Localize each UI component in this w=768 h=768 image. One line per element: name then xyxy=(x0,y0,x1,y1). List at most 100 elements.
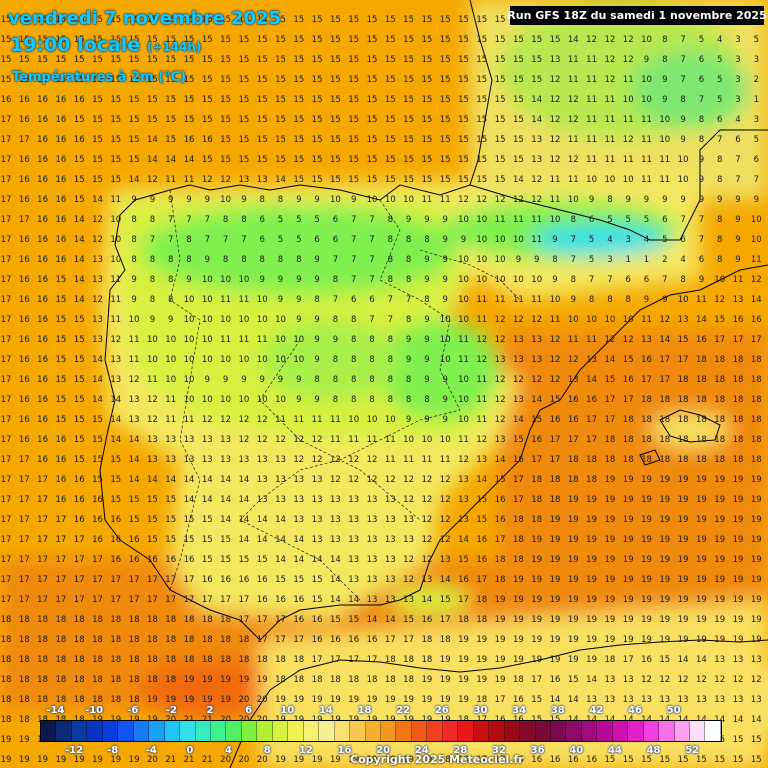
grid-value: 19 xyxy=(403,695,414,705)
grid-value: 19 xyxy=(623,475,634,485)
grid-value: 15 xyxy=(678,335,689,345)
grid-value: 15 xyxy=(55,15,66,25)
grid-value: 17 xyxy=(1,135,12,145)
grid-value: 9 xyxy=(644,195,649,205)
grid-value: 12 xyxy=(147,415,158,425)
grid-value: 17 xyxy=(238,615,249,625)
grid-value: 14 xyxy=(659,335,670,345)
grid-value: 12 xyxy=(495,395,506,405)
legend-bottom-label: -12 xyxy=(64,745,84,756)
grid-value: 17 xyxy=(184,595,195,605)
grid-value: 11 xyxy=(586,135,597,145)
grid-value: 13 xyxy=(293,495,304,505)
grid-value: 19 xyxy=(678,475,689,485)
grid-value: 16 xyxy=(312,615,323,625)
grid-value: 16 xyxy=(19,435,30,445)
grid-value: 12 xyxy=(440,535,451,545)
grid-value: 19 xyxy=(220,695,231,705)
grid-value: 12 xyxy=(312,435,323,445)
grid-value: 16 xyxy=(74,495,85,505)
legend-top-label: -10 xyxy=(85,705,104,716)
grid-value: 15 xyxy=(476,495,487,505)
grid-value: 15 xyxy=(476,515,487,525)
grid-value: 10 xyxy=(238,315,249,325)
grid-value: 10 xyxy=(293,355,304,365)
grid-value: 11 xyxy=(440,195,451,205)
grid-value: 8 xyxy=(351,335,356,345)
grid-value: 9 xyxy=(296,315,301,325)
grid-value: 14 xyxy=(275,515,286,525)
grid-value: 18 xyxy=(623,455,634,465)
grid-value: 13 xyxy=(385,495,396,505)
grid-value: 19 xyxy=(37,755,48,765)
grid-value: 18 xyxy=(751,435,762,445)
legend-swatch xyxy=(87,721,103,741)
grid-value: 18 xyxy=(348,675,359,685)
grid-value: 17 xyxy=(733,335,744,345)
grid-value: 19 xyxy=(238,675,249,685)
grid-value: 19 xyxy=(641,615,652,625)
grid-value: 14 xyxy=(220,475,231,485)
grid-value: 9 xyxy=(662,75,667,85)
grid-value: 19 xyxy=(568,495,579,505)
grid-value: 9 xyxy=(442,375,447,385)
grid-value: 13 xyxy=(312,515,323,525)
grid-value: 20 xyxy=(147,755,158,765)
grid-value: 14 xyxy=(531,115,542,125)
grid-value: 19 xyxy=(714,475,725,485)
grid-value: 15 xyxy=(403,155,414,165)
grid-value: 11 xyxy=(476,375,487,385)
grid-value: 15 xyxy=(74,35,85,45)
grid-value: 17 xyxy=(586,435,597,445)
legend-swatch xyxy=(581,721,598,741)
grid-value: 17 xyxy=(55,555,66,565)
grid-value: 12 xyxy=(421,495,432,505)
grid-value: 13 xyxy=(184,455,195,465)
grid-value: 18 xyxy=(696,375,707,385)
grid-value: 7 xyxy=(699,235,704,245)
grid-value: 19 xyxy=(531,615,542,625)
grid-value: 18 xyxy=(110,675,121,685)
grid-value: 16 xyxy=(74,515,85,525)
grid-value: 10 xyxy=(476,275,487,285)
grid-value: 7 xyxy=(735,175,740,185)
grid-value: 15 xyxy=(220,55,231,65)
grid-value: 10 xyxy=(403,195,414,205)
grid-value: 15 xyxy=(312,115,323,125)
grid-value: 12 xyxy=(495,415,506,425)
grid-value: 14 xyxy=(74,275,85,285)
grid-value: 16 xyxy=(495,495,506,505)
grid-value: 10 xyxy=(367,195,378,205)
grid-value: 15 xyxy=(92,15,103,25)
grid-value: 17 xyxy=(19,135,30,145)
grid-value: 14 xyxy=(220,495,231,505)
grid-value: 7 xyxy=(351,275,356,285)
grid-value: 15 xyxy=(293,55,304,65)
grid-value: 11 xyxy=(641,135,652,145)
grid-value: 15 xyxy=(74,315,85,325)
grid-value: 15 xyxy=(312,95,323,105)
grid-value: 19 xyxy=(476,655,487,665)
grid-value: 14 xyxy=(330,575,341,585)
grid-value: 15 xyxy=(74,75,85,85)
grid-value: 15 xyxy=(147,95,158,105)
grid-value: 15 xyxy=(129,55,140,65)
grid-value: 9 xyxy=(424,275,429,285)
grid-value: 15 xyxy=(513,155,524,165)
grid-value: 16 xyxy=(257,575,268,585)
legend-top-label: 42 xyxy=(589,705,604,716)
grid-value: 16 xyxy=(19,295,30,305)
grid-value: 17 xyxy=(74,575,85,585)
grid-value: 19 xyxy=(568,515,579,525)
grid-value: 19 xyxy=(568,535,579,545)
grid-value: 14 xyxy=(568,695,579,705)
grid-value: 8 xyxy=(131,235,136,245)
legend-top-label: 46 xyxy=(628,705,642,716)
grid-value: 18 xyxy=(568,455,579,465)
grid-value: 17 xyxy=(1,375,12,385)
grid-value: 11 xyxy=(330,435,341,445)
grid-value: 19 xyxy=(696,615,707,625)
grid-value: 6 xyxy=(662,215,667,225)
grid-value: 17 xyxy=(19,455,30,465)
